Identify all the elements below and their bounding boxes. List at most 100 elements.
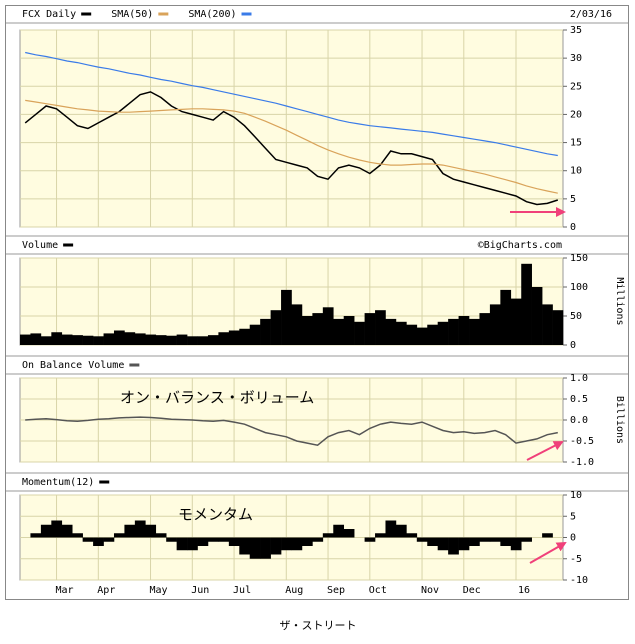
y-tick-label: 10	[570, 490, 582, 501]
volume-bar	[437, 321, 449, 345]
annotation: モメンタム	[178, 506, 253, 524]
momentum-bar	[458, 537, 470, 551]
y-axis-label: Millions	[614, 277, 625, 325]
y-tick-label: 35	[570, 25, 582, 36]
momentum-bar	[385, 520, 397, 538]
y-tick-label: 30	[570, 53, 582, 64]
volume-bar	[249, 324, 261, 345]
volume-bar	[469, 318, 480, 345]
volume-bar	[51, 332, 63, 345]
volume-bar	[207, 335, 219, 345]
momentum-bar	[375, 533, 386, 538]
series-line	[25, 99, 558, 194]
momentum-bar	[448, 537, 459, 555]
y-tick-label: 0.5	[570, 394, 588, 405]
volume-bar	[385, 318, 397, 345]
volume-bar	[489, 304, 501, 345]
momentum-bar	[218, 537, 230, 542]
y-tick-label: 0.0	[570, 415, 588, 426]
momentum-bar	[124, 524, 136, 538]
source-label: ©BigCharts.com	[478, 240, 562, 251]
volume-bar	[458, 316, 470, 345]
volume-bar	[270, 310, 282, 345]
x-tick-label: Dec	[463, 585, 481, 596]
momentum-bar	[61, 524, 73, 538]
momentum-bar	[281, 537, 292, 551]
y-tick-label: 15	[570, 138, 582, 149]
y-tick-label: 150	[570, 253, 588, 264]
volume-bar	[61, 334, 73, 345]
x-tick-label: Apr	[97, 585, 115, 596]
volume-bar	[260, 318, 271, 345]
volume-bar	[218, 332, 230, 345]
legend-label: FCX Daily	[22, 9, 76, 20]
volume-bar	[228, 330, 240, 345]
momentum-bar	[301, 537, 313, 546]
volume-bar	[448, 318, 459, 345]
volume-bar	[40, 336, 52, 345]
y-tick-label: 1.0	[570, 373, 588, 384]
y-tick-label: 0	[570, 340, 576, 351]
momentum-bar	[416, 537, 428, 542]
volume-bar	[322, 307, 334, 345]
x-tick-label: Oct	[369, 585, 387, 596]
momentum-bar	[521, 537, 532, 542]
volume-bar	[312, 313, 324, 345]
volume-bar	[416, 327, 428, 345]
legend-label: On Balance Volume	[22, 360, 124, 371]
volume-bar	[406, 324, 418, 345]
volume-bar	[187, 336, 198, 345]
momentum-bar	[40, 524, 52, 538]
x-tick-label: 16	[518, 585, 530, 596]
panel-header	[6, 357, 628, 373]
volume-bar	[72, 335, 83, 345]
legend-label: SMA(200)	[188, 9, 236, 20]
momentum-bar	[489, 537, 501, 542]
panel-header	[6, 6, 628, 22]
momentum-bar	[270, 537, 282, 555]
momentum-bar	[333, 524, 345, 538]
momentum-bar	[343, 529, 355, 538]
y-tick-label: 0	[570, 222, 576, 233]
volume-bar	[93, 336, 104, 345]
momentum-bar	[239, 537, 251, 555]
series-line	[25, 51, 558, 157]
momentum-bar	[406, 533, 418, 538]
y-tick-label: 0	[570, 533, 576, 544]
volume-bar	[354, 321, 365, 345]
x-tick-label: Aug	[285, 585, 303, 596]
x-tick-label: May	[149, 585, 167, 596]
momentum-bar	[437, 537, 449, 551]
volume-bar	[197, 336, 209, 345]
panels: FCX Daily SMA(50) SMA(200) 2/03/16 0 5 10 15 20 2…	[6, 6, 628, 596]
momentum-bar	[72, 533, 83, 538]
volume-bar	[124, 332, 136, 345]
momentum-bar	[228, 537, 240, 546]
momentum-bar	[51, 520, 63, 538]
y-tick-label: -1.0	[570, 457, 594, 468]
momentum-bar	[30, 533, 42, 538]
x-tick-label: Sep	[327, 585, 345, 596]
x-tick-label: Nov	[421, 585, 439, 596]
momentum-bar	[260, 537, 271, 559]
panel-header	[6, 474, 628, 490]
y-tick-label: 20	[570, 109, 582, 120]
volume-bar	[30, 333, 42, 345]
momentum-bar	[103, 537, 115, 542]
x-tick-label: Mar	[56, 585, 74, 596]
y-tick-label: 100	[570, 282, 588, 293]
momentum-bar	[166, 537, 177, 542]
legend-label: Momentum(12)	[22, 477, 94, 488]
volume-bar	[176, 334, 188, 345]
x-tick-label: Jul	[233, 585, 251, 596]
arrow	[526, 441, 564, 461]
volume-bar	[343, 316, 355, 345]
volume-bar	[291, 304, 303, 345]
y-tick-label: -10	[570, 575, 588, 586]
momentum-bar	[197, 537, 209, 546]
momentum-bar	[500, 537, 512, 546]
momentum-bar	[145, 524, 157, 538]
volume-bar	[113, 330, 125, 345]
caption: ザ・ストリート	[280, 619, 357, 632]
